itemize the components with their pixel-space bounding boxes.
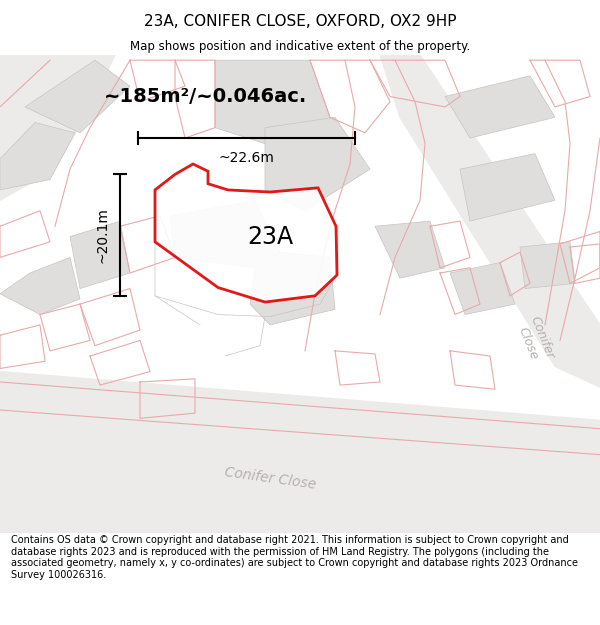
Text: Map shows position and indicative extent of the property.: Map shows position and indicative extent…: [130, 39, 470, 52]
Polygon shape: [250, 253, 335, 325]
Polygon shape: [155, 164, 337, 302]
Text: 23A: 23A: [247, 224, 293, 249]
Text: ~20.1m: ~20.1m: [96, 207, 110, 263]
Polygon shape: [265, 118, 370, 211]
Text: Conifer
Close: Conifer Close: [514, 314, 556, 367]
Polygon shape: [215, 60, 330, 148]
Polygon shape: [375, 221, 445, 278]
Polygon shape: [0, 258, 80, 314]
Text: ~185m²/~0.046ac.: ~185m²/~0.046ac.: [103, 87, 307, 106]
Text: 23A, CONIFER CLOSE, OXFORD, OX2 9HP: 23A, CONIFER CLOSE, OXFORD, OX2 9HP: [144, 14, 456, 29]
Polygon shape: [170, 201, 280, 268]
Text: Contains OS data © Crown copyright and database right 2021. This information is : Contains OS data © Crown copyright and d…: [11, 535, 578, 580]
Polygon shape: [0, 55, 115, 201]
Polygon shape: [0, 122, 75, 190]
Polygon shape: [70, 221, 130, 289]
Polygon shape: [0, 372, 600, 532]
Polygon shape: [520, 242, 575, 289]
Polygon shape: [380, 55, 600, 387]
Polygon shape: [445, 76, 555, 138]
Polygon shape: [460, 154, 555, 221]
Polygon shape: [450, 262, 515, 314]
Text: ~22.6m: ~22.6m: [218, 151, 274, 164]
Polygon shape: [25, 60, 130, 133]
Text: Conifer Close: Conifer Close: [223, 465, 317, 492]
